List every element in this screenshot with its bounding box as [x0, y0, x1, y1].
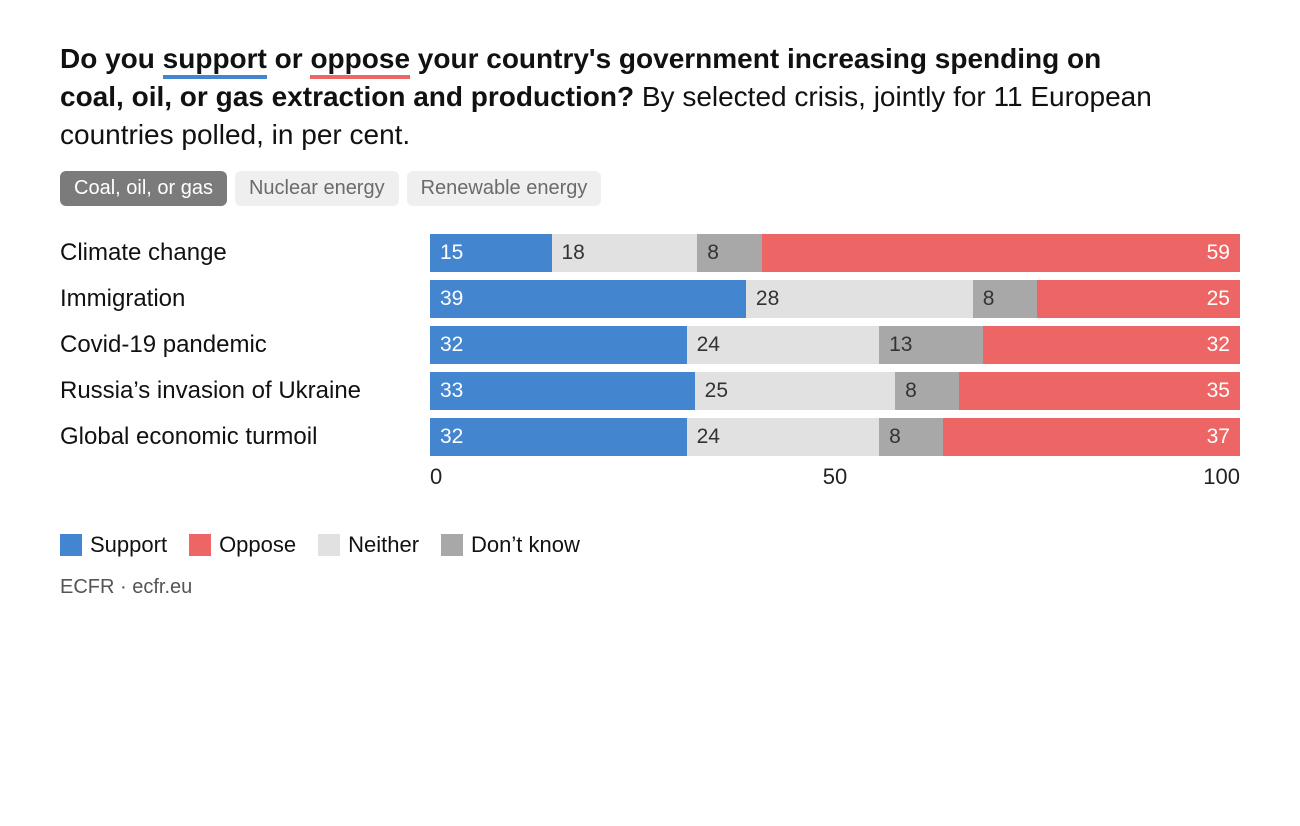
source-site: ecfr.eu — [132, 576, 192, 598]
bar: 3325835 — [430, 372, 1240, 410]
segment-dontknow: 8 — [973, 280, 1038, 318]
axis-spacer — [60, 464, 430, 494]
tabs: Coal, oil, or gasNuclear energyRenewable… — [60, 171, 1240, 206]
legend-swatch — [318, 534, 340, 556]
chart-row: Immigration3928825 — [60, 280, 1240, 318]
legend: Support Oppose Neither Don’t know — [60, 532, 1240, 558]
row-label: Climate change — [60, 239, 430, 267]
segment-dontknow: 8 — [895, 372, 959, 410]
segment-oppose: 59 — [762, 234, 1240, 272]
legend-item-oppose: Oppose — [189, 532, 296, 558]
x-axis: 0 50 100 — [60, 464, 1240, 494]
chart-row: Global economic turmoil3224837 — [60, 418, 1240, 456]
legend-swatch — [441, 534, 463, 556]
row-label: Russia’s invasion of Ukraine — [60, 377, 430, 405]
source-sep: · — [114, 576, 132, 598]
axis-tick: 0 — [430, 464, 442, 490]
segment-support: 33 — [430, 372, 695, 410]
bar: 1518859 — [430, 234, 1240, 272]
segment-neither: 24 — [687, 326, 879, 364]
source-org: ECFR — [60, 576, 114, 598]
title-mid1: or — [267, 43, 311, 74]
segment-oppose: 25 — [1037, 280, 1240, 318]
segment-dontknow: 8 — [879, 418, 943, 456]
segment-neither: 24 — [687, 418, 879, 456]
bar: 3928825 — [430, 280, 1240, 318]
chart: Climate change1518859Immigration3928825C… — [60, 234, 1240, 456]
axis-tick: 50 — [823, 464, 847, 490]
axis-line: 0 50 100 — [430, 464, 1240, 494]
legend-label: Neither — [348, 532, 419, 558]
legend-item-support: Support — [60, 532, 167, 558]
row-label: Covid-19 pandemic — [60, 331, 430, 359]
chart-row: Climate change1518859 — [60, 234, 1240, 272]
row-label: Global economic turmoil — [60, 423, 430, 451]
legend-label: Oppose — [219, 532, 296, 558]
legend-item-dontknow: Don’t know — [441, 532, 580, 558]
bar: 32241332 — [430, 326, 1240, 364]
row-label: Immigration — [60, 285, 430, 313]
title-support-word: support — [163, 43, 267, 79]
legend-swatch — [189, 534, 211, 556]
segment-neither: 28 — [746, 280, 973, 318]
segment-neither: 25 — [695, 372, 895, 410]
chart-row: Covid-19 pandemic32241332 — [60, 326, 1240, 364]
segment-oppose: 32 — [983, 326, 1240, 364]
legend-item-neither: Neither — [318, 532, 419, 558]
legend-swatch — [60, 534, 82, 556]
tab-renewable-energy[interactable]: Renewable energy — [407, 171, 602, 206]
tab-nuclear-energy[interactable]: Nuclear energy — [235, 171, 399, 206]
chart-title: Do you support or oppose your country's … — [60, 40, 1160, 153]
segment-support: 32 — [430, 326, 687, 364]
source-line: ECFR · ecfr.eu — [60, 576, 1240, 599]
bar: 3224837 — [430, 418, 1240, 456]
title-lead: Do you — [60, 43, 163, 74]
segment-oppose: 35 — [959, 372, 1240, 410]
segment-neither: 18 — [552, 234, 698, 272]
tab-coal-oil-or-gas[interactable]: Coal, oil, or gas — [60, 171, 227, 206]
legend-label: Support — [90, 532, 167, 558]
title-oppose-word: oppose — [310, 43, 410, 79]
segment-support: 32 — [430, 418, 687, 456]
segment-support: 15 — [430, 234, 552, 272]
segment-dontknow: 8 — [697, 234, 762, 272]
segment-oppose: 37 — [943, 418, 1240, 456]
segment-dontknow: 13 — [879, 326, 983, 364]
chart-row: Russia’s invasion of Ukraine3325835 — [60, 372, 1240, 410]
segment-support: 39 — [430, 280, 746, 318]
legend-label: Don’t know — [471, 532, 580, 558]
axis-tick: 100 — [1203, 464, 1240, 490]
